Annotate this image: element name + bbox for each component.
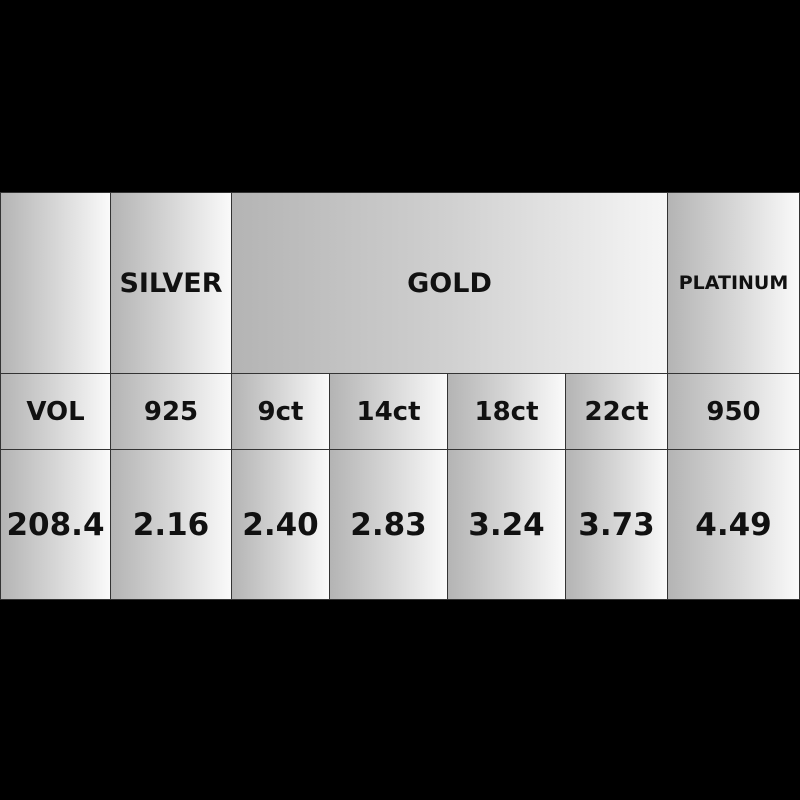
- value-18ct: 3.24: [447, 449, 566, 600]
- column-header-18ct: 18ct: [447, 373, 566, 450]
- column-header-9ct: 9ct: [231, 373, 330, 450]
- group-header-gold: GOLD: [231, 192, 668, 374]
- value-14ct: 2.83: [329, 449, 448, 600]
- value-22ct: 3.73: [565, 449, 668, 600]
- value-vol: 208.4: [0, 449, 111, 600]
- value-9ct: 2.40: [231, 449, 330, 600]
- column-header-14ct: 14ct: [329, 373, 448, 450]
- group-header-silver: SILVER: [110, 192, 232, 374]
- column-header-925: 925: [110, 373, 232, 450]
- column-header-22ct: 22ct: [565, 373, 668, 450]
- value-950: 4.49: [667, 449, 800, 600]
- value-925: 2.16: [110, 449, 232, 600]
- group-header-empty: [0, 192, 111, 374]
- column-header-vol: VOL: [0, 373, 111, 450]
- column-header-950: 950: [667, 373, 800, 450]
- group-header-platinum: PLATINUM: [667, 192, 800, 374]
